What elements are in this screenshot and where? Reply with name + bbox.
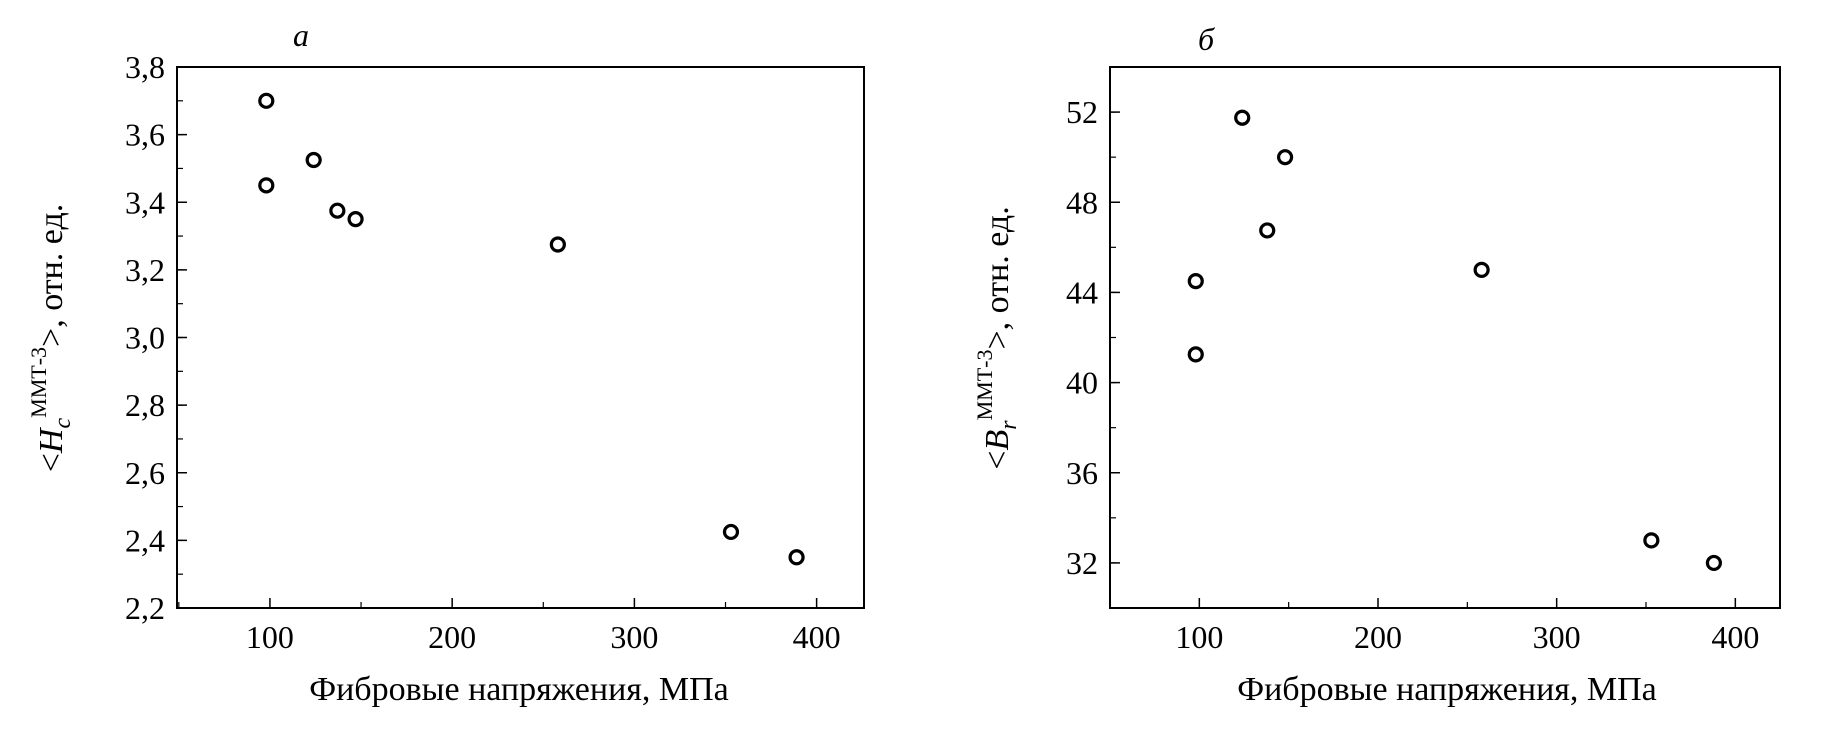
chart-b: б 100 200 300 400 32 36 40 44 48 52 Фибровые напр… — [972, 21, 1781, 708]
data-point — [549, 236, 566, 253]
x-tick-label: 200 — [1354, 619, 1402, 655]
y-tick-label: 3,4 — [125, 184, 165, 220]
data-point — [1187, 273, 1204, 290]
ylabel-open: < — [979, 451, 1016, 470]
y-tick-label: 3,2 — [125, 252, 165, 288]
x-axis-label: Фибровые напряжения, МПа — [309, 671, 729, 708]
ylabel-close: >, отн. ед. — [33, 204, 70, 347]
panel-label: а — [293, 17, 309, 53]
plot-frame — [176, 66, 865, 609]
y-tick-label: 2,2 — [125, 590, 165, 626]
x-axis-label: Фибровые напряжения, МПа — [1237, 671, 1657, 708]
x-tick-label: 100 — [1175, 619, 1223, 655]
data-point — [788, 549, 805, 566]
y-tick-label: 44 — [1066, 274, 1098, 310]
data-point — [347, 211, 364, 228]
ylabel-subscript: c — [50, 418, 76, 429]
y-axis-label: <HcММТ-3>, отн. ед. — [26, 204, 76, 473]
y-tick-label: 2,4 — [125, 522, 165, 558]
ylabel-symbol: H — [33, 426, 70, 454]
chart-a: а 100 200 300 400 2,2 2,4 2,6 2,8 3,0 3,2 3,4 3,6 3,… — [26, 17, 865, 708]
data-point — [1234, 109, 1251, 126]
x-tick-label: 300 — [1533, 619, 1581, 655]
data-point — [1259, 222, 1276, 239]
y-tick-label: 3,6 — [125, 117, 165, 153]
data-point — [1187, 346, 1204, 363]
data-point — [1643, 532, 1660, 549]
y-tick-label: 36 — [1066, 455, 1098, 491]
plot-frame — [1109, 66, 1781, 609]
data-point — [258, 92, 275, 109]
y-tick-label: 2,6 — [125, 455, 165, 491]
ylabel-superscript: ММТ-3 — [26, 347, 51, 418]
data-point — [329, 202, 346, 219]
y-tick-label: 40 — [1066, 365, 1098, 401]
panel-label: б — [1198, 21, 1215, 57]
x-tick-label: 300 — [610, 619, 658, 655]
ylabel-open: < — [33, 453, 70, 472]
data-point — [722, 523, 740, 541]
y-tick-label: 3,8 — [125, 49, 165, 85]
y-axis-label: <BrММТ-3>, отн. ед. — [972, 206, 1022, 469]
x-tick-label: 400 — [793, 619, 841, 655]
y-tick-label: 52 — [1066, 94, 1098, 130]
ylabel-close: >, отн. ед. — [979, 206, 1016, 349]
ylabel-symbol: B — [979, 430, 1016, 451]
y-tick-label: 3,0 — [125, 320, 165, 356]
data-point — [305, 151, 322, 169]
x-tick-label: 100 — [246, 619, 294, 655]
ylabel-superscript: ММТ-3 — [972, 350, 997, 421]
y-tick-label: 32 — [1066, 545, 1098, 581]
x-tick-label: 400 — [1711, 619, 1759, 655]
ylabel-subscript: r — [996, 420, 1022, 430]
data-point — [1473, 261, 1490, 278]
y-tick-label: 48 — [1066, 184, 1098, 220]
x-tick-label: 200 — [428, 619, 476, 655]
y-tick-label: 2,8 — [125, 387, 165, 423]
data-point — [1276, 149, 1294, 166]
data-point — [258, 177, 275, 194]
data-point — [1705, 554, 1722, 572]
